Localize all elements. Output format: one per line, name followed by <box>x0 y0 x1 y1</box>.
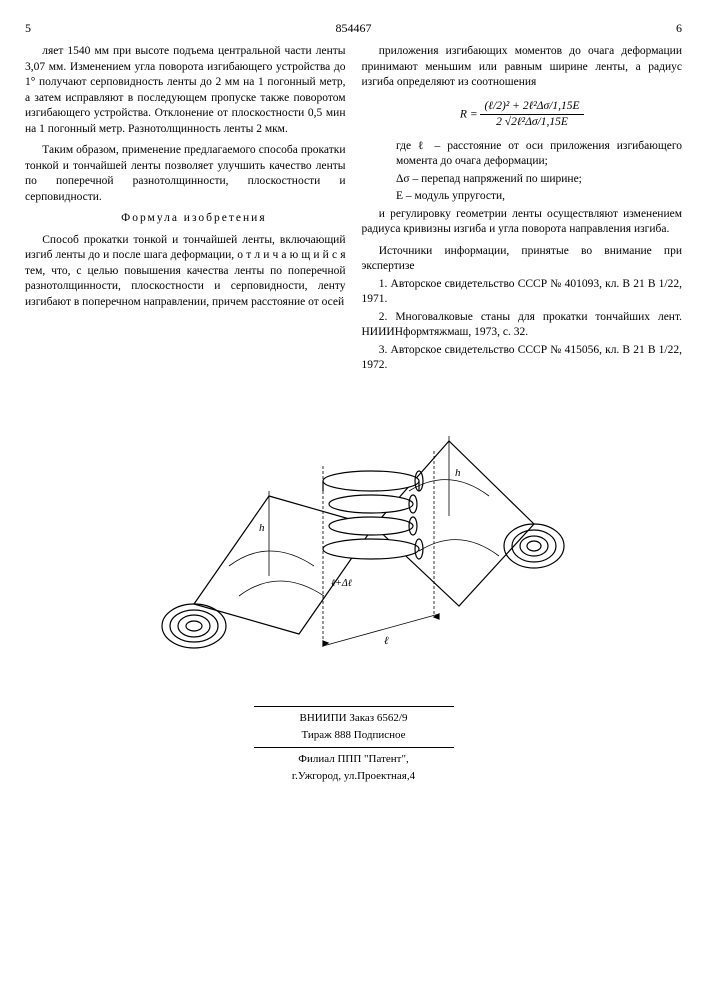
footer: ВНИИПИ Заказ 6562/9 Тираж 888 Подписное … <box>25 706 682 783</box>
right-column: приложения изгибающих моментов до очага … <box>362 44 683 376</box>
sources-title: Источники информации, принятые во вниман… <box>362 244 683 275</box>
svg-text:ℓ: ℓ <box>384 635 389 647</box>
left-column: ляет 1540 мм при высоте подъема централь… <box>25 44 346 376</box>
left-p1: ляет 1540 мм при высоте подъема централь… <box>25 44 346 137</box>
source-2: 2. Многовалковые станы для прокатки тонч… <box>362 310 683 341</box>
where-label: где <box>396 140 411 152</box>
source-3: 3. Авторское свидетельство СССР № 415056… <box>362 343 683 374</box>
formula-denominator: 2 √2ℓ²Δσ/1,15E <box>480 115 583 131</box>
source-1: 1. Авторское свидетельство СССР № 401093… <box>362 277 683 308</box>
col-num-right: 6 <box>676 20 682 36</box>
right-p1: приложения изгибающих моментов до очага … <box>362 44 683 91</box>
svg-text:h: h <box>455 467 461 479</box>
svg-text:h: h <box>259 522 265 534</box>
right-p2: и регулировку геометрии ленты осуществля… <box>362 207 683 238</box>
where-3: E – модуль упругости, <box>362 189 683 205</box>
where-1: ℓ – расстояние от оси приложения изгибаю… <box>396 140 682 168</box>
page-container: 5 854467 6 ляет 1540 мм при высоте подъе… <box>25 20 682 783</box>
footer-divider-mid <box>254 747 454 748</box>
where-2: Δσ – перепад напряжений по ширине; <box>362 172 683 188</box>
left-p3: Способ прокатки тонкой и тончайшей ленты… <box>25 233 346 311</box>
figure-area: h h ℓ+Δℓ ℓ <box>25 396 682 676</box>
footer-divider-top <box>254 706 454 707</box>
where-clause: где ℓ – расстояние от оси приложения изг… <box>362 139 683 205</box>
left-p2: Таким образом, применение предлагаемого … <box>25 143 346 205</box>
header-row: 5 854467 6 <box>25 20 682 36</box>
footer-line-1: ВНИИПИ Заказ 6562/9 <box>25 711 682 726</box>
text-columns: ляет 1540 мм при высоте подъема централь… <box>25 44 682 376</box>
svg-text:ℓ+Δℓ: ℓ+Δℓ <box>331 578 352 589</box>
footer-line-2: Тираж 888 Подписное <box>25 728 682 743</box>
patent-number: 854467 <box>31 20 676 36</box>
formula-lhs: R = <box>460 108 478 120</box>
sources-list: 1. Авторское свидетельство СССР № 401093… <box>362 277 683 374</box>
claims-title: Формула изобретения <box>25 211 346 227</box>
footer-line-4: г.Ужгород, ул.Проектная,4 <box>25 769 682 784</box>
footer-line-3: Филиал ППП "Патент", <box>25 752 682 767</box>
rolling-mill-diagram: h h ℓ+Δℓ ℓ <box>139 396 569 676</box>
formula-numerator: (ℓ/2)² + 2ℓ²Δσ/1,15E <box>480 99 583 116</box>
formula: R = (ℓ/2)² + 2ℓ²Δσ/1,15E 2 √2ℓ²Δσ/1,15E <box>362 99 683 131</box>
